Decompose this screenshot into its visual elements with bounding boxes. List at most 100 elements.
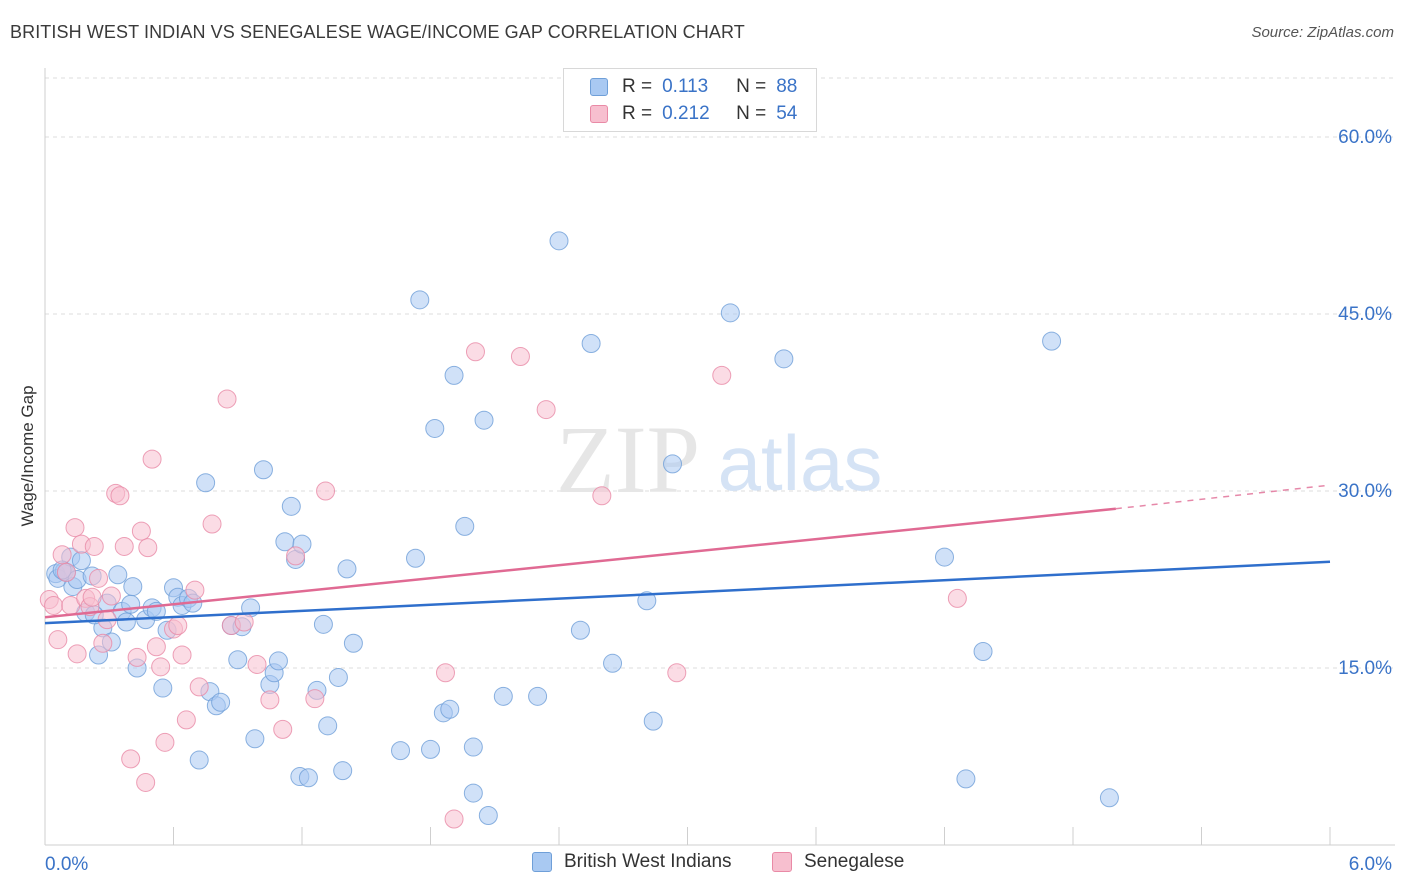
british-west-indians-point bbox=[581, 334, 601, 353]
british-west-indians-point bbox=[463, 783, 483, 803]
senegalese-point bbox=[712, 365, 732, 385]
senegalese-point bbox=[247, 654, 267, 674]
british-west-indians-point bbox=[493, 686, 513, 706]
british-west-indians-point bbox=[245, 729, 265, 749]
british-west-indians-point bbox=[406, 548, 426, 568]
senegalese-point bbox=[121, 749, 141, 769]
british-west-indians-point bbox=[643, 711, 663, 731]
x-tick-label-min: 0.0% bbox=[45, 854, 88, 875]
senegalese-point bbox=[667, 663, 687, 683]
senegalese-point bbox=[89, 568, 109, 588]
british-west-indians-point bbox=[774, 349, 794, 369]
senegalese-point bbox=[316, 481, 336, 501]
british-west-indians-point bbox=[637, 591, 657, 611]
british-west-indians-point bbox=[444, 365, 464, 385]
bottom-legend-swatch-pink bbox=[772, 852, 792, 872]
senegalese-point bbox=[273, 719, 293, 739]
senegalese-point bbox=[260, 690, 280, 710]
senegalese-point bbox=[146, 637, 166, 657]
british-west-indians-point bbox=[337, 559, 357, 579]
senegalese-point bbox=[947, 588, 967, 608]
senegalese-point bbox=[67, 644, 87, 664]
british-west-indians-point bbox=[343, 633, 363, 653]
stats-legend: R = 0.113 N = 88 R = 0.212 N = 54 bbox=[563, 68, 817, 132]
senegalese-point bbox=[172, 645, 192, 665]
legend-n-label: N = bbox=[736, 76, 767, 97]
legend-row-blue: R = 0.113 N = 88 bbox=[590, 75, 797, 99]
british-west-indians-point bbox=[474, 410, 494, 430]
british-west-indians-point bbox=[228, 650, 248, 670]
legend-swatch-pink bbox=[590, 105, 608, 123]
senegalese-point bbox=[65, 518, 85, 538]
british-west-indians-trendline bbox=[44, 560, 1331, 625]
senegalese-point bbox=[234, 612, 254, 632]
british-west-indians-point bbox=[455, 516, 475, 536]
senegalese-point bbox=[44, 595, 64, 615]
british-west-indians-point bbox=[116, 612, 136, 632]
watermark-atlas: atlas bbox=[718, 419, 883, 507]
bottom-legend: British West Indians Senegalese bbox=[0, 851, 1406, 879]
senegalese-point bbox=[114, 536, 134, 556]
legend-r-label: R = bbox=[622, 103, 653, 124]
bottom-legend-label: British West Indians bbox=[564, 851, 732, 872]
british-west-indians-point bbox=[328, 667, 348, 687]
british-west-indians-point bbox=[956, 769, 976, 789]
senegalese-point bbox=[93, 633, 113, 653]
british-west-indians-point bbox=[935, 547, 954, 567]
senegalese-trendline bbox=[44, 507, 1116, 619]
y-tick-label: 60.0% bbox=[1338, 127, 1392, 148]
bottom-legend-item-senegalese: Senegalese bbox=[772, 851, 904, 873]
british-west-indians-point bbox=[281, 496, 301, 516]
y-tick-label: 30.0% bbox=[1338, 481, 1392, 502]
legend-r-value: 0.212 bbox=[662, 103, 710, 124]
british-west-indians-point bbox=[268, 651, 288, 671]
british-west-indians-point bbox=[71, 551, 91, 571]
senegalese-point bbox=[136, 772, 156, 792]
senegalese-point bbox=[48, 630, 68, 650]
senegalese-point bbox=[127, 647, 147, 667]
senegalese-trendline-extension bbox=[1115, 484, 1331, 510]
bottom-legend-item-british-west-indians: British West Indians bbox=[532, 851, 732, 873]
legend-n-label: N = bbox=[736, 103, 767, 124]
senegalese-point bbox=[138, 538, 158, 558]
senegalese-point bbox=[101, 586, 121, 606]
senegalese-point bbox=[52, 545, 72, 565]
senegalese-point bbox=[217, 389, 237, 409]
y-tick-label: 45.0% bbox=[1338, 304, 1392, 325]
trend-layer bbox=[44, 484, 1331, 625]
senegalese-point bbox=[465, 342, 485, 362]
british-west-indians-point bbox=[478, 806, 498, 825]
bottom-legend-swatch-blue bbox=[532, 852, 552, 872]
tick-label-layer: 15.0% 30.0% 45.0% 60.0% 0.0% 6.0% bbox=[45, 127, 1392, 875]
bottom-legend-label: Senegalese bbox=[804, 851, 905, 872]
british-west-indians-point bbox=[313, 614, 333, 634]
british-west-indians-point bbox=[333, 761, 353, 781]
british-west-indians-point bbox=[189, 750, 209, 770]
senegalese-point bbox=[444, 809, 464, 829]
senegalese-point bbox=[82, 587, 102, 607]
legend-row-pink: R = 0.212 N = 54 bbox=[590, 102, 797, 126]
british-west-indians-point bbox=[973, 641, 993, 661]
british-west-indians-point bbox=[298, 768, 318, 788]
british-west-indians-point bbox=[410, 290, 430, 310]
y-tick-label: 15.0% bbox=[1338, 658, 1392, 679]
british-west-indians-point bbox=[121, 594, 141, 614]
british-west-indians-point bbox=[663, 454, 683, 474]
legend-r-label: R = bbox=[622, 76, 653, 97]
british-west-indians-point bbox=[440, 699, 460, 719]
senegalese-point bbox=[202, 514, 222, 534]
british-west-indians-point bbox=[421, 739, 440, 759]
senegalese-point bbox=[151, 657, 171, 677]
chart-title: BRITISH WEST INDIAN VS SENEGALESE WAGE/I… bbox=[10, 22, 745, 42]
senegalese-point bbox=[155, 732, 175, 752]
source-label: Source: ZipAtlas.com bbox=[1251, 24, 1394, 41]
british-west-indians-point bbox=[603, 653, 623, 673]
british-west-indians-point bbox=[425, 418, 445, 438]
british-west-indians-point bbox=[528, 686, 548, 706]
legend-r-value: 0.113 bbox=[662, 76, 709, 97]
senegalese-point bbox=[305, 689, 325, 709]
legend-swatch-blue bbox=[590, 78, 608, 96]
british-west-indians-point bbox=[549, 231, 569, 251]
senegalese-point bbox=[56, 562, 76, 582]
senegalese-point bbox=[592, 486, 612, 506]
